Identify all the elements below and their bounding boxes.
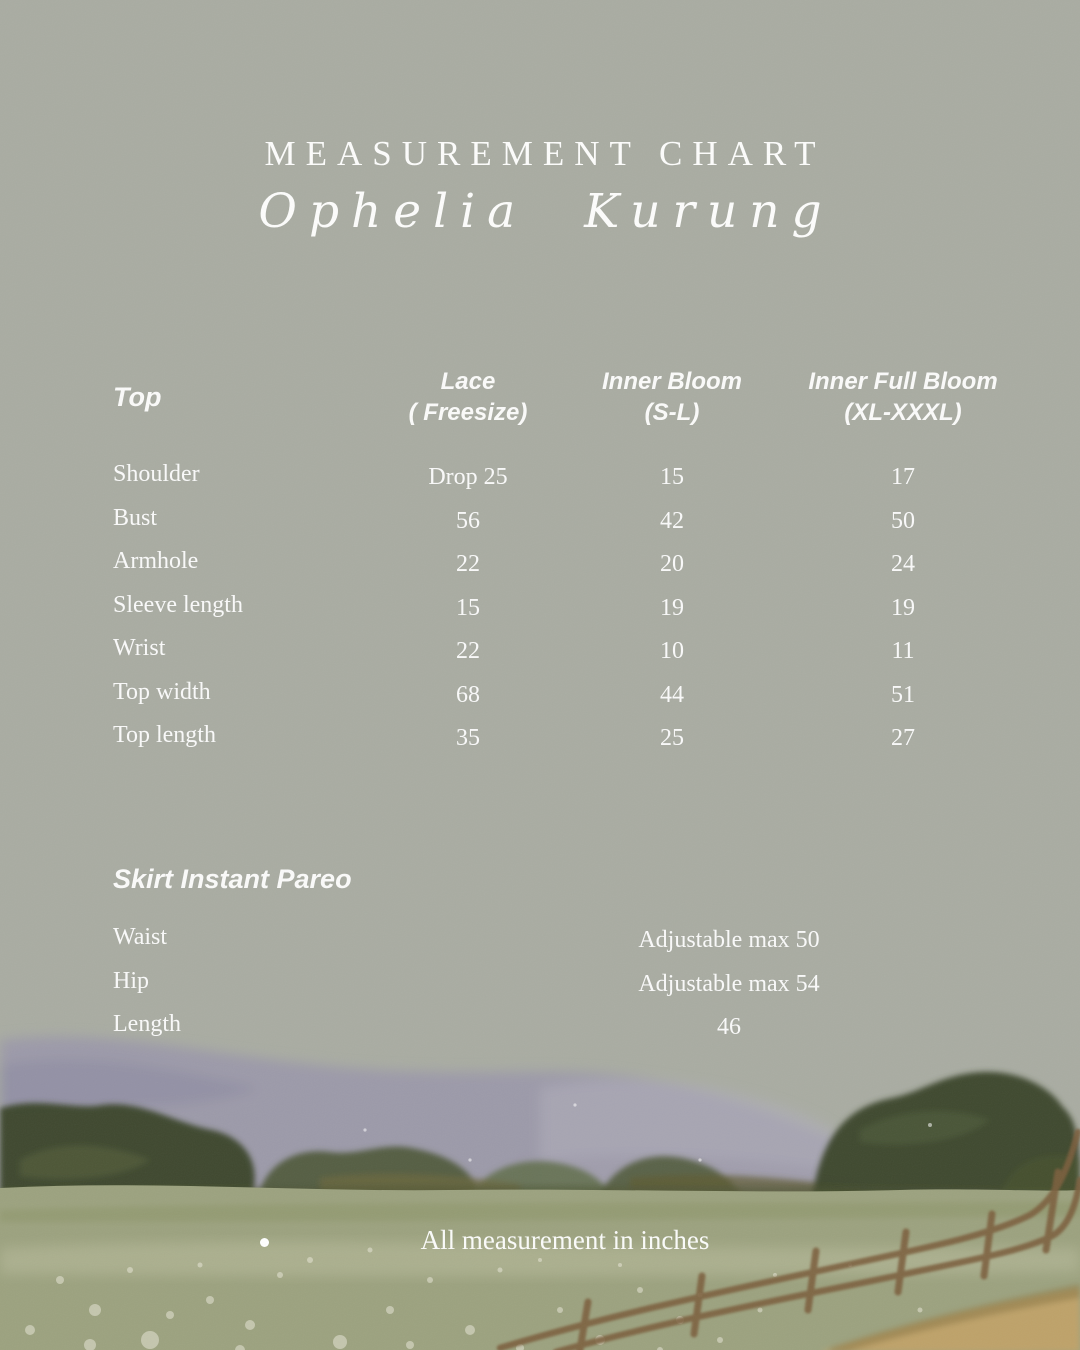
- cell-value: 25: [660, 725, 684, 752]
- cell-value: 15: [456, 594, 480, 621]
- cell-value: 17: [891, 464, 915, 491]
- row-label: Hip: [113, 967, 149, 994]
- cell-value: 22: [456, 638, 480, 665]
- table-row-shoulder: Shoulder Drop 25 15 17: [113, 453, 1045, 497]
- table-row-wrist: Wrist 22 10 11: [113, 627, 1045, 671]
- watercolor-landscape-illustration: [0, 1036, 1080, 1350]
- top-measurements-table: Top Lace ( Freesize) Inner Bloom (S-L) I…: [113, 366, 1045, 758]
- table-body: Waist Adjustable max 50 Hip Adjustable m…: [113, 916, 1045, 1047]
- cell-value: 15: [660, 464, 684, 491]
- skirt-measurements-table: Skirt Instant Pareo Waist Adjustable max…: [113, 864, 1045, 1047]
- cell-value: 42: [660, 507, 684, 534]
- section-heading-skirt-instant-pareo: Skirt Instant Pareo: [113, 864, 352, 894]
- cell-value: 50: [891, 507, 915, 534]
- table-row-sleeve-length: Sleeve length 15 19 19: [113, 584, 1045, 628]
- cell-value: 24: [891, 551, 915, 578]
- cell-value: 51: [891, 681, 915, 708]
- row-label: Waist: [113, 924, 168, 951]
- product-name-subtitle: Ophelia Kurung: [258, 184, 834, 239]
- row-label: Top length: [113, 722, 216, 749]
- footnote: All measurement in inches: [0, 1225, 1080, 1265]
- row-label: Length: [113, 1011, 181, 1038]
- cell-value: 10: [660, 638, 684, 665]
- row-label: Top width: [113, 678, 211, 705]
- cell-value: Adjustable max 50: [638, 927, 820, 954]
- table-header-row: Top Lace ( Freesize) Inner Bloom (S-L) I…: [113, 366, 1045, 428]
- table-row-length: Length 46: [113, 1003, 1045, 1047]
- cell-value: 20: [660, 551, 684, 578]
- page-title: MEASUREMENT CHART: [264, 134, 826, 173]
- table-row-hip: Hip Adjustable max 54: [113, 960, 1045, 1004]
- cell-value: 46: [717, 1014, 741, 1041]
- section-heading-top: Top: [113, 381, 162, 412]
- cell-value: 19: [891, 594, 915, 621]
- row-label: Bust: [113, 504, 158, 531]
- cell-value: 56: [456, 507, 480, 534]
- cell-value: 35: [456, 725, 480, 752]
- column-header-lace-freesize: Lace ( Freesize): [408, 368, 528, 426]
- row-label: Sleeve length: [113, 591, 243, 618]
- cell-value: 19: [660, 594, 684, 621]
- cell-value: 44: [660, 681, 684, 708]
- table-body: Shoulder Drop 25 15 17 Bust 56 42 50 Arm…: [113, 453, 1045, 758]
- column-header-inner-bloom: Inner Bloom (S-L): [601, 368, 742, 426]
- cell-value: 27: [891, 725, 915, 752]
- column-header-inner-full-bloom: Inner Full Bloom (XL-XXXL): [808, 368, 998, 426]
- row-label: Shoulder: [113, 461, 200, 488]
- cell-value: 11: [891, 638, 915, 665]
- cell-value: Adjustable max 54: [638, 970, 820, 997]
- row-label: Armhole: [113, 548, 199, 575]
- cell-value: 22: [456, 551, 480, 578]
- table-row-bust: Bust 56 42 50: [113, 497, 1045, 541]
- cell-value: Drop 25: [428, 464, 508, 491]
- cell-value: 68: [456, 681, 480, 708]
- table-row-armhole: Armhole 22 20 24: [113, 540, 1045, 584]
- footnote-text: All measurement in inches: [420, 1225, 710, 1255]
- table-row-top-length: Top length 35 25 27: [113, 714, 1045, 758]
- table-row-top-width: Top width 68 44 51: [113, 671, 1045, 715]
- row-label: Wrist: [113, 635, 166, 662]
- table-row-waist: Waist Adjustable max 50: [113, 916, 1045, 960]
